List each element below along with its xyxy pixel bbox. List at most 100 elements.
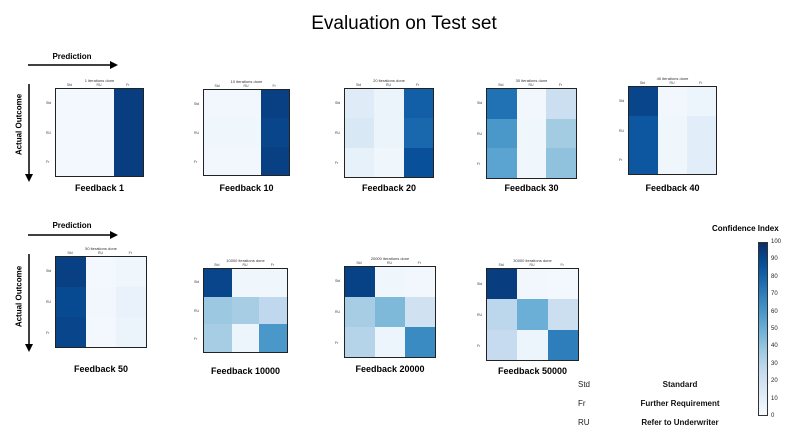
row-tick-label: Std <box>194 101 200 106</box>
column-tick-label: RU <box>387 261 393 265</box>
heatmap-grid <box>486 268 579 361</box>
column-tick-label: Fr <box>558 83 563 87</box>
heatmap-cell <box>232 90 261 119</box>
heatmap-cell <box>516 89 547 119</box>
column-tick-label: RU <box>669 81 675 85</box>
heatmap-cell <box>345 147 375 177</box>
row-tick-label: Std <box>477 101 483 106</box>
feedback-label: Feedback 50 <box>73 364 129 374</box>
actual-arrow-row1 <box>25 84 33 182</box>
heatmap-cell <box>56 257 86 287</box>
colorbar-tick-label: 50 <box>771 326 778 332</box>
prediction-arrow-row2 <box>28 231 118 239</box>
heatmap-cell <box>114 89 143 118</box>
row-tick-label: Std <box>477 281 483 286</box>
column-tick-label: Fr <box>416 83 420 87</box>
heatmap-grid <box>486 88 577 179</box>
column-tick-label: Fr <box>270 263 275 267</box>
legend-full-name: Further Requirement <box>640 399 720 408</box>
panel-subtitle: 20 iterations done <box>373 78 405 83</box>
legend-abbreviation: RU <box>578 418 590 427</box>
heatmap-cell <box>345 267 375 297</box>
heatmap-cell <box>405 297 435 327</box>
heatmap-cell <box>547 269 578 300</box>
heatmap-cell <box>85 147 114 176</box>
colorbar-tick-label: 10 <box>771 395 778 402</box>
heatmap-grid <box>344 266 436 358</box>
row-tick-label: RU <box>194 130 200 135</box>
column-tick-label: Fr <box>417 261 421 265</box>
heatmap-cell <box>345 89 375 119</box>
heatmap-cell <box>204 90 233 119</box>
heatmap-panel: 30 iterations done Std RU Fr Std RU Fr <box>477 78 577 179</box>
heatmap-grid <box>55 88 144 177</box>
heatmap-cell <box>658 116 687 145</box>
column-tick-label: Std <box>356 261 362 265</box>
column-tick-label: RU <box>386 83 392 87</box>
colorbar-tick-label: 20 <box>771 378 778 385</box>
heatmap-grid <box>203 89 290 176</box>
heatmap-cell <box>232 146 261 175</box>
heatmap-cell <box>687 87 716 116</box>
heatmap-cell <box>546 118 576 149</box>
panel-subtitle: 20000 iterations done <box>370 256 410 261</box>
feedback-label: Feedback 20 <box>361 183 417 193</box>
column-tick-label: Fr <box>128 251 132 255</box>
colorbar-tick-label: 0 <box>771 413 775 419</box>
column-tick-label: Fr <box>272 84 276 88</box>
legend-abbreviation: Fr <box>578 399 586 408</box>
row-tick-label: Fr <box>477 161 481 166</box>
heatmap-cell <box>547 329 578 360</box>
prediction-label-row1: Prediction <box>52 52 92 61</box>
heatmap-panel: 30000 iterations done Std RU Fr Std RU Fr <box>477 258 579 361</box>
panel-subtitle: 40 iterations done <box>656 76 689 81</box>
heatmap-cell <box>86 257 116 287</box>
feedback-label: Feedback 1 <box>74 183 125 193</box>
heatmap-cell <box>204 296 232 325</box>
colorbar-tick-label: 60 <box>771 308 778 315</box>
row-tick-label: Fr <box>46 330 50 335</box>
row-tick-label: RU <box>477 312 483 317</box>
heatmap-cell <box>232 118 261 147</box>
heatmap-cell <box>405 327 435 357</box>
heatmap-cell <box>403 147 433 177</box>
column-tick-label: RU <box>528 83 534 87</box>
heatmap-cell <box>231 296 260 325</box>
legend-abbreviation: Std <box>578 380 591 389</box>
panel-subtitle: 10 iterations done <box>230 79 263 84</box>
column-tick-label: RU <box>96 83 102 87</box>
heatmap-cell <box>86 317 116 347</box>
heatmap-cell <box>56 287 86 317</box>
panel-subtitle: 30000 iterations done <box>513 258 552 263</box>
heatmap-cell <box>516 148 547 178</box>
feedback-label: Feedback 10 <box>219 183 274 193</box>
heatmap-cell <box>629 87 658 116</box>
column-tick-label: Std <box>498 263 504 267</box>
row-tick-label: Std <box>46 269 52 274</box>
heatmap-cell <box>487 89 517 119</box>
heatmap-grid <box>344 88 434 178</box>
legend-full-name: Refer to Underwriter <box>641 418 719 427</box>
heatmap-cell <box>487 329 518 360</box>
legend-full-name: Standard <box>662 380 698 389</box>
heatmap-cell <box>204 146 233 175</box>
row-tick-label: RU <box>477 131 483 136</box>
column-tick-label: Fr <box>126 83 130 87</box>
heatmap-cell <box>259 269 287 297</box>
column-tick-label: Fr <box>699 81 703 85</box>
feedback-label: Feedback 20000 <box>355 364 425 374</box>
colorbar-tick-label: 70 <box>771 291 778 298</box>
colorbar-title: Confidence Index <box>712 224 779 233</box>
heatmap-grid <box>55 256 147 348</box>
heatmap-cell <box>345 118 375 148</box>
column-tick-label: RU <box>529 263 535 267</box>
chart-title: Evaluation on Test set <box>311 13 497 34</box>
heatmap-cell <box>546 148 576 178</box>
row-tick-label: RU <box>619 128 625 133</box>
heatmap-cell <box>260 118 289 147</box>
heatmap-cell <box>56 118 85 147</box>
heatmap-cell <box>114 118 143 147</box>
column-tick-label: RU <box>98 251 104 255</box>
heatmap-cell <box>231 269 260 297</box>
heatmap-cell <box>487 269 518 300</box>
